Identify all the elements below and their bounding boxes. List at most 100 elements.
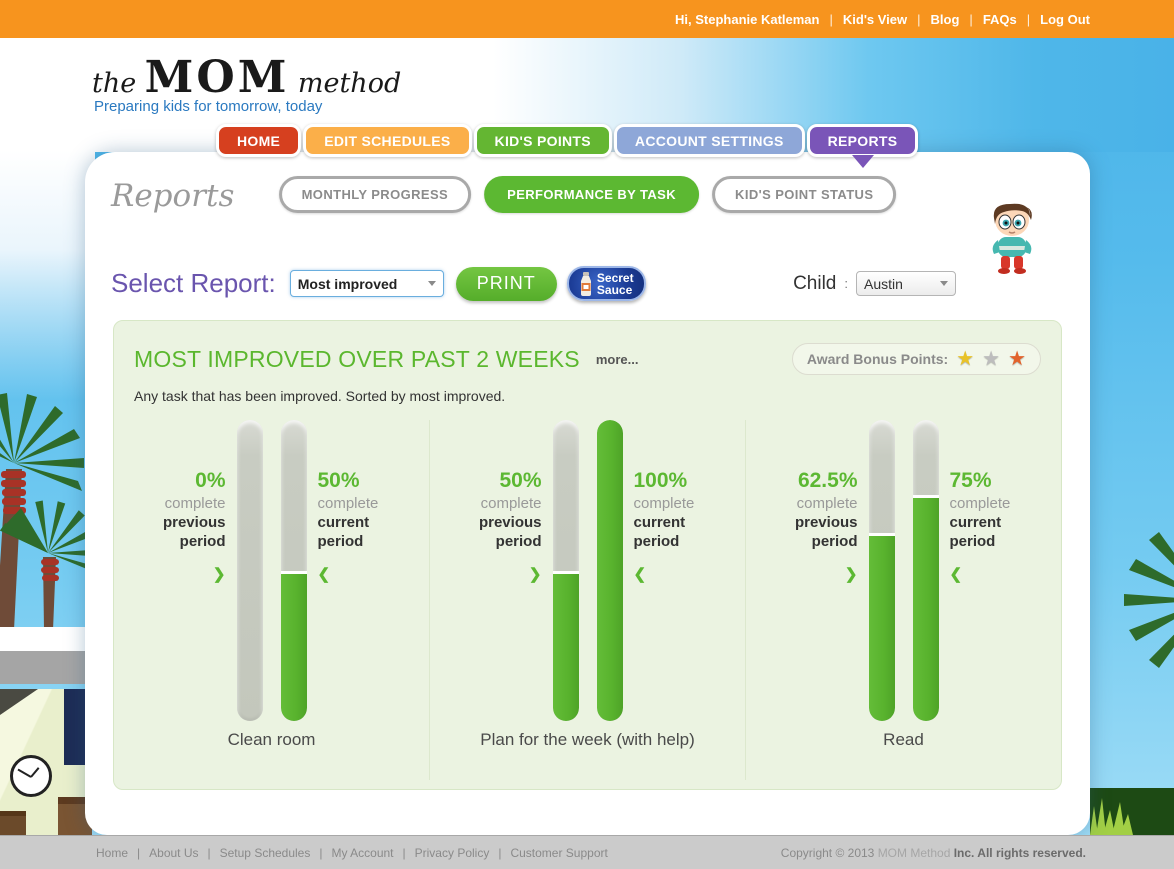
separator: | [969, 11, 973, 27]
subtab-kids-point-status[interactable]: KID'S POINT STATUS [712, 176, 897, 213]
current-period-bar [280, 420, 307, 721]
current-period-labels: 100% complete current period ❮ [634, 420, 726, 584]
footer-link-home[interactable]: Home [96, 845, 129, 860]
user-greeting: Hi, Stephanie Katleman [675, 11, 820, 27]
subtab-label: PERFORMANCE BY TASK [507, 187, 677, 202]
tab-edit-schedules-label: EDIT SCHEDULES [324, 132, 451, 149]
page-title: Reports [111, 178, 235, 214]
logo-method: method [297, 68, 402, 99]
tab-reports[interactable]: REPORTS [806, 124, 919, 168]
active-tab-arrow-icon [851, 155, 874, 168]
report-panel-header: MOST IMPROVED OVER PAST 2 WEEKS more... … [114, 321, 1061, 375]
separator: | [829, 11, 833, 27]
complete-label: complete [796, 495, 858, 512]
topbar: Hi, Stephanie Katleman | Kid's View | Bl… [0, 0, 1174, 38]
bronze-star-icon[interactable]: ★ [1008, 348, 1026, 370]
separator: | [319, 845, 323, 860]
clock-illustration [10, 755, 52, 797]
bar-fill [912, 495, 939, 721]
room-illustration [0, 689, 92, 835]
chart-group-clean-room: 0% complete previous period ❯ [114, 420, 429, 780]
grass-tufts-illustration [1090, 798, 1133, 835]
copyright-brand[interactable]: MOM Method [877, 845, 951, 860]
previous-period-bar [868, 420, 895, 721]
task-name: Plan for the week (with help) [480, 730, 695, 749]
topbar-link-logout[interactable]: Log Out [1040, 11, 1090, 27]
previous-label: previous [478, 514, 542, 531]
tab-kids-points[interactable]: KID'S POINTS [473, 124, 612, 157]
tagline: Preparing kids for tomorrow, today [94, 98, 323, 115]
tab-account-settings[interactable]: ACCOUNT SETTINGS [613, 124, 805, 157]
tab-account-settings-label: ACCOUNT SETTINGS [634, 132, 784, 149]
previous-percent: 50% [499, 469, 542, 492]
footer-link-setup-schedules[interactable]: Setup Schedules [219, 845, 311, 860]
subtab-monthly-progress[interactable]: MONTHLY PROGRESS [278, 176, 472, 213]
footer-link-my-account[interactable]: My Account [331, 845, 394, 860]
left-white-band [0, 627, 92, 651]
footer: Home | About Us | Setup Schedules | My A… [0, 835, 1174, 869]
secret-sauce-label: Secret Sauce [596, 270, 634, 297]
child-label: Child [793, 272, 837, 294]
footer-links: Home | About Us | Setup Schedules | My A… [0, 846, 608, 860]
previous-percent: 0% [195, 469, 226, 492]
chevron-left-icon: ❮ [633, 566, 647, 583]
copyright-year: Copyright © 2013 [780, 845, 875, 860]
current-period-bar [596, 420, 623, 721]
report-panel: MOST IMPROVED OVER PAST 2 WEEKS more... … [113, 320, 1062, 790]
print-button[interactable]: PRINT [455, 266, 557, 301]
subtab-performance-by-task[interactable]: PERFORMANCE BY TASK [484, 176, 700, 213]
secret-sauce-button[interactable]: Secret Sauce [566, 266, 646, 301]
separator: | [1026, 11, 1031, 27]
current-percent: 75% [949, 469, 992, 492]
period-label: period [633, 533, 680, 550]
report-title: MOST IMPROVED OVER PAST 2 WEEKS [134, 345, 580, 372]
child-selector: Child : Austin [793, 271, 956, 296]
footer-link-customer-support[interactable]: Customer Support [510, 845, 608, 860]
chevron-left-icon: ❮ [317, 566, 331, 583]
main-nav: HOME EDIT SCHEDULES KID'S POINTS ACCOUNT… [216, 124, 920, 168]
topbar-link-blog[interactable]: Blog [930, 11, 960, 27]
tab-home[interactable]: HOME [216, 124, 302, 157]
child-select[interactable]: Austin [856, 271, 956, 296]
previous-period-labels: 50% complete previous period ❯ [450, 420, 542, 584]
complete-label: complete [949, 495, 1011, 512]
current-period-labels: 50% complete current period ❮ [318, 420, 410, 584]
tab-home-label: HOME [237, 132, 281, 149]
award-bonus-label: Award Bonus Points: [806, 351, 949, 367]
select-report-label: Select Report: [111, 268, 276, 298]
more-link[interactable]: more... [595, 351, 639, 367]
logo[interactable]: the MOM method [92, 52, 401, 103]
subtab-label: MONTHLY PROGRESS [301, 187, 449, 202]
complete-label: complete [164, 495, 226, 512]
report-select[interactable]: Most improved [289, 270, 444, 297]
topbar-link-kids-view[interactable]: Kid's View [842, 11, 908, 27]
award-bonus-points: Award Bonus Points: ★ ★ ★ [791, 343, 1041, 375]
complete-label: complete [633, 495, 695, 512]
footer-link-privacy-policy[interactable]: Privacy Policy [414, 845, 490, 860]
silver-star-icon[interactable]: ★ [982, 348, 1001, 370]
chevron-right-icon: ❯ [212, 566, 226, 583]
content-card: Reports MONTHLY PROGRESS PERFORMANCE BY … [85, 152, 1090, 835]
previous-label: previous [162, 514, 226, 531]
copyright-rights: Inc. All rights reserved. [953, 845, 1086, 860]
current-period-labels: 75% complete current period ❮ [950, 420, 1042, 584]
tab-edit-schedules[interactable]: EDIT SCHEDULES [303, 124, 472, 157]
child-avatar [992, 203, 1032, 274]
complete-label: complete [480, 495, 542, 512]
report-select-value: Most improved [297, 275, 398, 292]
footer-link-about-us[interactable]: About Us [149, 845, 199, 860]
current-percent: 50% [317, 469, 360, 492]
separator: | [498, 845, 502, 860]
period-label: period [495, 533, 542, 550]
left-background-fade [0, 150, 95, 400]
gold-star-icon[interactable]: ★ [956, 348, 975, 370]
topbar-link-faqs[interactable]: FAQs [982, 11, 1017, 27]
previous-label: previous [794, 514, 858, 531]
improvement-chart: 0% complete previous period ❯ [114, 420, 1061, 780]
chevron-down-icon [940, 281, 948, 290]
previous-period-labels: 0% complete previous period ❯ [134, 420, 226, 584]
chart-group-read: 62.5% complete previous period ❯ [745, 420, 1061, 780]
task-name: Clean room [227, 730, 316, 749]
bar-fill [868, 532, 895, 721]
separator: | [917, 11, 921, 27]
